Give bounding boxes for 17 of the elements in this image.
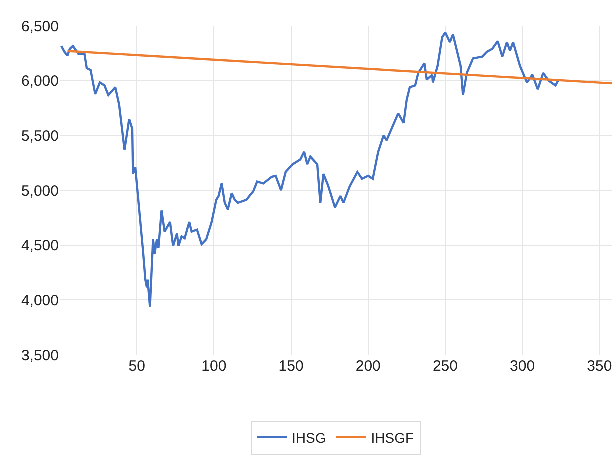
x-tick-label: 300: [510, 358, 536, 375]
x-tick-label: 200: [356, 358, 381, 375]
legend-label: IHSG: [292, 430, 326, 446]
x-tick-label: 100: [202, 358, 227, 375]
x-tick-label: 250: [432, 358, 458, 375]
y-tick-label: 4,500: [21, 238, 59, 255]
line-series: [60, 32, 560, 308]
x-tick-label: 150: [278, 358, 304, 375]
x-tick-label: 50: [128, 358, 146, 375]
y-tick-label: 6,000: [21, 73, 59, 90]
y-tick-label: 6,500: [21, 18, 59, 36]
y-tick-label: 4,000: [21, 292, 59, 310]
legend-label: IHSGF: [371, 430, 414, 446]
y-tick-label: 5,500: [21, 128, 59, 145]
x-tick-label: 350: [587, 358, 612, 375]
y-tick-label: 3,500: [21, 347, 59, 364]
y-tick-label: 5,000: [21, 182, 59, 200]
